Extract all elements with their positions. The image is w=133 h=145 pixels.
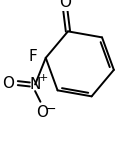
Text: F: F	[28, 49, 37, 64]
Text: O: O	[3, 76, 14, 91]
Text: +: +	[39, 74, 48, 84]
Text: O: O	[36, 105, 48, 120]
Text: N: N	[29, 77, 41, 92]
Text: O: O	[59, 0, 71, 10]
Text: −: −	[46, 103, 56, 116]
